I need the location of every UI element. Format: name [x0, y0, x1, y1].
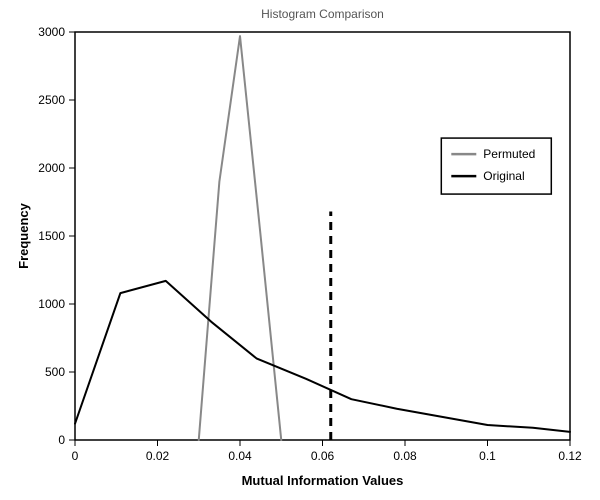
x-tick-label: 0.06	[311, 449, 335, 463]
y-tick-label: 1500	[38, 229, 65, 243]
x-tick-label: 0.1	[479, 449, 496, 463]
chart-title: Histogram Comparison	[261, 7, 384, 21]
y-tick-label: 0	[58, 433, 65, 447]
y-axis-label: Frequency	[16, 202, 31, 269]
x-axis-label: Mutual Information Values	[242, 473, 404, 488]
legend-label: Original	[483, 169, 524, 183]
x-tick-label: 0.12	[558, 449, 582, 463]
x-tick-label: 0.08	[393, 449, 417, 463]
legend-label: Permuted	[483, 147, 535, 161]
x-tick-label: 0.02	[146, 449, 170, 463]
y-tick-label: 3000	[38, 25, 65, 39]
chart-container: Histogram Comparison 0 0.02 0.04 0.06 0.08 0.1…	[0, 0, 600, 500]
x-tick-label: 0.04	[228, 449, 252, 463]
y-tick-label: 2000	[38, 161, 65, 175]
x-tick-label: 0	[72, 449, 79, 463]
y-tick-label: 1000	[38, 297, 65, 311]
histogram-chart: Histogram Comparison 0 0.02 0.04 0.06 0.08 0.1…	[0, 0, 600, 500]
y-tick-label: 2500	[38, 93, 65, 107]
chart-bg	[0, 0, 600, 500]
y-tick-label: 500	[45, 365, 65, 379]
